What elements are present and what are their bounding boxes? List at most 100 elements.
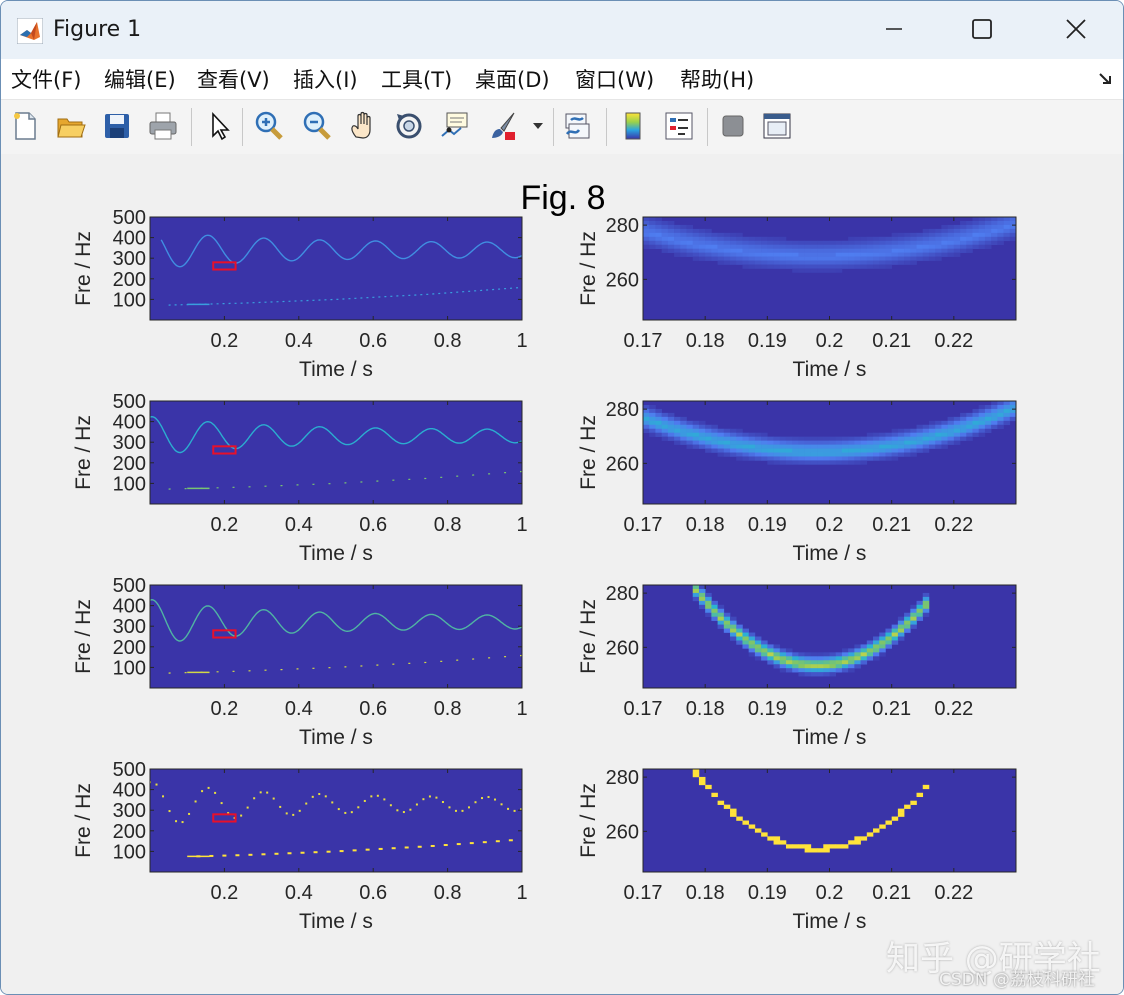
brush-dropdown[interactable] bbox=[525, 108, 551, 144]
x-tick-label: 0.4 bbox=[285, 514, 313, 536]
heatmap-cell bbox=[854, 460, 861, 465]
heatmap-cell bbox=[773, 244, 781, 249]
x-tick-label: 0.22 bbox=[934, 330, 973, 352]
ridge-dot bbox=[435, 796, 438, 799]
heatmap-cell bbox=[928, 444, 936, 449]
ridge-dot bbox=[383, 798, 386, 801]
heatmap-cell bbox=[823, 244, 830, 249]
y-axis-label: Fre / Hz bbox=[577, 783, 600, 858]
heatmap-cell bbox=[829, 268, 837, 273]
close-button[interactable] bbox=[1053, 9, 1099, 49]
heatmap-cell bbox=[904, 452, 911, 457]
heatmap-cell bbox=[785, 260, 793, 265]
heatmap-cell bbox=[897, 624, 905, 629]
pan-button[interactable] bbox=[345, 108, 381, 144]
open-file-button[interactable] bbox=[53, 108, 89, 144]
heatmap-cell bbox=[767, 656, 774, 661]
heatmap-cell bbox=[674, 440, 681, 445]
heatmap-cell bbox=[935, 248, 942, 253]
heatmap-cell bbox=[841, 244, 849, 249]
heatmap-cell bbox=[698, 424, 706, 430]
toolbar-separator bbox=[191, 108, 192, 146]
zoom-out-button[interactable] bbox=[299, 108, 335, 144]
menu-tools[interactable]: 工具(T) bbox=[381, 68, 453, 92]
brush-button[interactable] bbox=[485, 108, 521, 144]
heatmap-cell bbox=[810, 240, 818, 246]
heatmap-cell bbox=[804, 268, 812, 273]
hide-tools-button[interactable] bbox=[715, 108, 751, 144]
heatmap-background bbox=[150, 401, 522, 504]
heatmap-cell bbox=[922, 252, 930, 257]
ridge-dot bbox=[469, 842, 474, 845]
heatmap-cell bbox=[667, 420, 675, 426]
x-tick-label: 0.4 bbox=[285, 698, 313, 720]
heatmap-cell bbox=[667, 220, 675, 226]
heatmap-cell bbox=[705, 600, 712, 606]
menu-view[interactable]: 查看(V) bbox=[197, 68, 270, 92]
heatmap-cell bbox=[761, 240, 768, 246]
menu-edit[interactable]: 编辑(E) bbox=[104, 68, 176, 92]
heatmap-cell bbox=[916, 232, 924, 238]
menu-window[interactable]: 窗口(W) bbox=[575, 68, 655, 92]
heatmap-cell bbox=[904, 624, 911, 629]
heatmap-cell bbox=[692, 248, 700, 253]
ridge-chirp bbox=[168, 470, 522, 490]
show-tools-button[interactable] bbox=[759, 108, 795, 144]
select-button[interactable] bbox=[201, 108, 237, 144]
heatmap-cell bbox=[649, 408, 656, 414]
heatmap-cell bbox=[854, 240, 861, 246]
dock-arrow-icon[interactable] bbox=[1097, 71, 1113, 87]
heatmap-cell bbox=[754, 244, 762, 249]
heatmap-cell bbox=[742, 248, 749, 253]
rotate-3d-button[interactable] bbox=[391, 108, 427, 144]
heatmap-cell bbox=[767, 652, 774, 657]
heatmap-cell bbox=[953, 424, 961, 430]
heatmap-cell bbox=[972, 420, 979, 426]
heatmap-cell bbox=[928, 256, 936, 261]
heatmap-cell bbox=[922, 240, 930, 246]
heatmap-cell bbox=[761, 640, 768, 645]
colorbar-button[interactable] bbox=[615, 108, 651, 144]
maximize-button[interactable] bbox=[959, 9, 1005, 49]
heatmap-cell bbox=[748, 436, 756, 441]
print-button[interactable] bbox=[145, 108, 181, 144]
heatmap-cell bbox=[711, 604, 718, 610]
heatmap-cell bbox=[767, 460, 774, 465]
figure-canvas[interactable]: 0.2 0.4 0.6 0.8 1 100 200 300 400 500 Time / s Fre … bbox=[1, 154, 1123, 994]
heatmap-cell bbox=[854, 436, 861, 441]
heatmap-cell bbox=[873, 236, 880, 242]
x-tick-label: 0.21 bbox=[872, 514, 911, 536]
menu-file[interactable]: 文件(F) bbox=[11, 68, 82, 92]
menu-insert[interactable]: 插入(I) bbox=[293, 68, 358, 92]
heatmap-cell bbox=[804, 844, 812, 849]
zoom-in-button[interactable] bbox=[251, 108, 287, 144]
menu-help[interactable]: 帮助(H) bbox=[680, 68, 755, 92]
heatmap-cell bbox=[711, 612, 718, 617]
heatmap-cell bbox=[736, 240, 743, 246]
ridge-dot bbox=[181, 821, 184, 824]
heatmap-cell bbox=[978, 424, 986, 430]
heatmap-cell bbox=[978, 428, 986, 433]
heatmap-cell bbox=[817, 240, 824, 246]
heatmap-cell bbox=[773, 460, 781, 465]
heatmap-cell bbox=[779, 440, 787, 445]
heatmap-cell bbox=[885, 456, 892, 461]
minimize-button[interactable] bbox=[871, 9, 917, 49]
heatmap-cell bbox=[773, 836, 781, 841]
heatmap-cell bbox=[810, 252, 818, 257]
data-cursor-button[interactable] bbox=[437, 108, 473, 144]
title-bar[interactable]: Figure 1 bbox=[1, 1, 1123, 59]
heatmap-cell bbox=[692, 420, 700, 426]
heatmap-cell bbox=[698, 444, 706, 449]
link-plot-button[interactable] bbox=[559, 108, 595, 144]
new-figure-button[interactable] bbox=[7, 108, 43, 144]
heatmap-cell bbox=[935, 424, 942, 430]
heatmap-cell bbox=[848, 440, 855, 445]
save-button[interactable] bbox=[99, 108, 135, 144]
legend-button[interactable] bbox=[661, 108, 697, 144]
menu-desktop[interactable]: 桌面(D) bbox=[475, 68, 550, 92]
heatmap-cell bbox=[953, 240, 961, 246]
heatmap-cell bbox=[730, 632, 737, 637]
heatmap-cell bbox=[761, 456, 768, 461]
heatmap-cell bbox=[848, 648, 855, 653]
